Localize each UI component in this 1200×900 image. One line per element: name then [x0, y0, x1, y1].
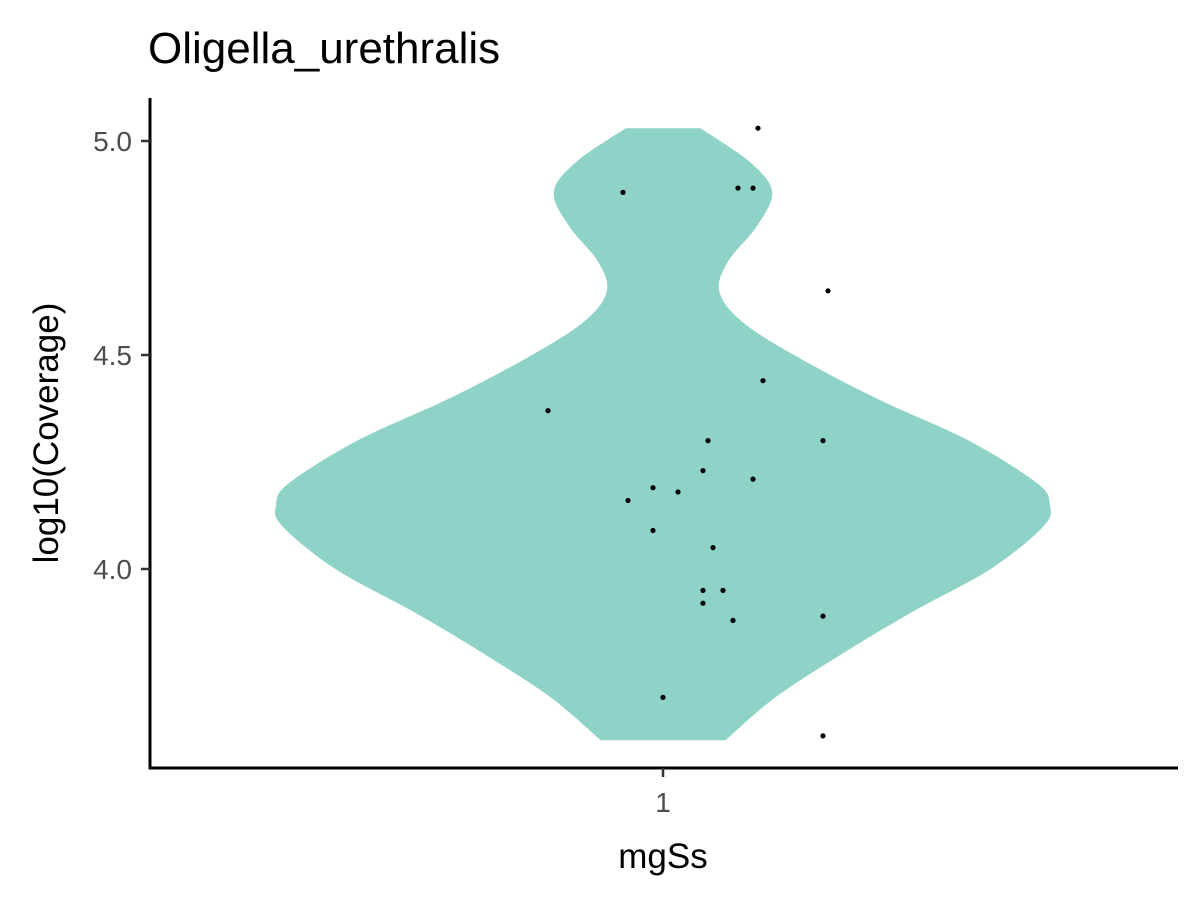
- data-point: [750, 476, 756, 482]
- data-point: [700, 468, 706, 474]
- data-point: [825, 288, 831, 294]
- data-point: [545, 408, 551, 414]
- data-point: [735, 185, 741, 191]
- data-point: [700, 587, 706, 594]
- y-tick-label: 4.5: [93, 340, 132, 371]
- data-point: [755, 125, 761, 131]
- data-point: [730, 617, 736, 624]
- data-point: [620, 189, 626, 195]
- y-axis-label: log10(Coverage): [27, 303, 66, 564]
- data-point: [820, 733, 826, 739]
- x-axis-label: mgSs: [618, 837, 707, 876]
- x-tick-label: 1: [655, 787, 671, 818]
- violin-layer: [275, 128, 1051, 741]
- data-point: [650, 485, 656, 491]
- data-point: [675, 489, 681, 495]
- data-point: [760, 378, 766, 384]
- y-tick-label: 5.0: [93, 126, 132, 157]
- chart-title: Oligella_urethralis: [148, 24, 500, 73]
- data-point: [820, 438, 826, 444]
- data-point: [660, 694, 666, 701]
- points-layer: [545, 125, 831, 739]
- data-point: [750, 185, 756, 191]
- data-point: [820, 613, 826, 619]
- y-tick-label: 4.0: [93, 554, 132, 585]
- data-point: [700, 600, 706, 606]
- data-point: [650, 527, 656, 534]
- violin-shape: [275, 128, 1051, 741]
- data-point: [720, 587, 726, 594]
- data-point: [625, 497, 631, 504]
- y-axis-ticks: 4.0 4.5 5.0: [93, 126, 150, 585]
- data-point: [710, 545, 716, 551]
- data-point: [705, 438, 711, 444]
- x-axis-ticks: 1: [655, 768, 671, 818]
